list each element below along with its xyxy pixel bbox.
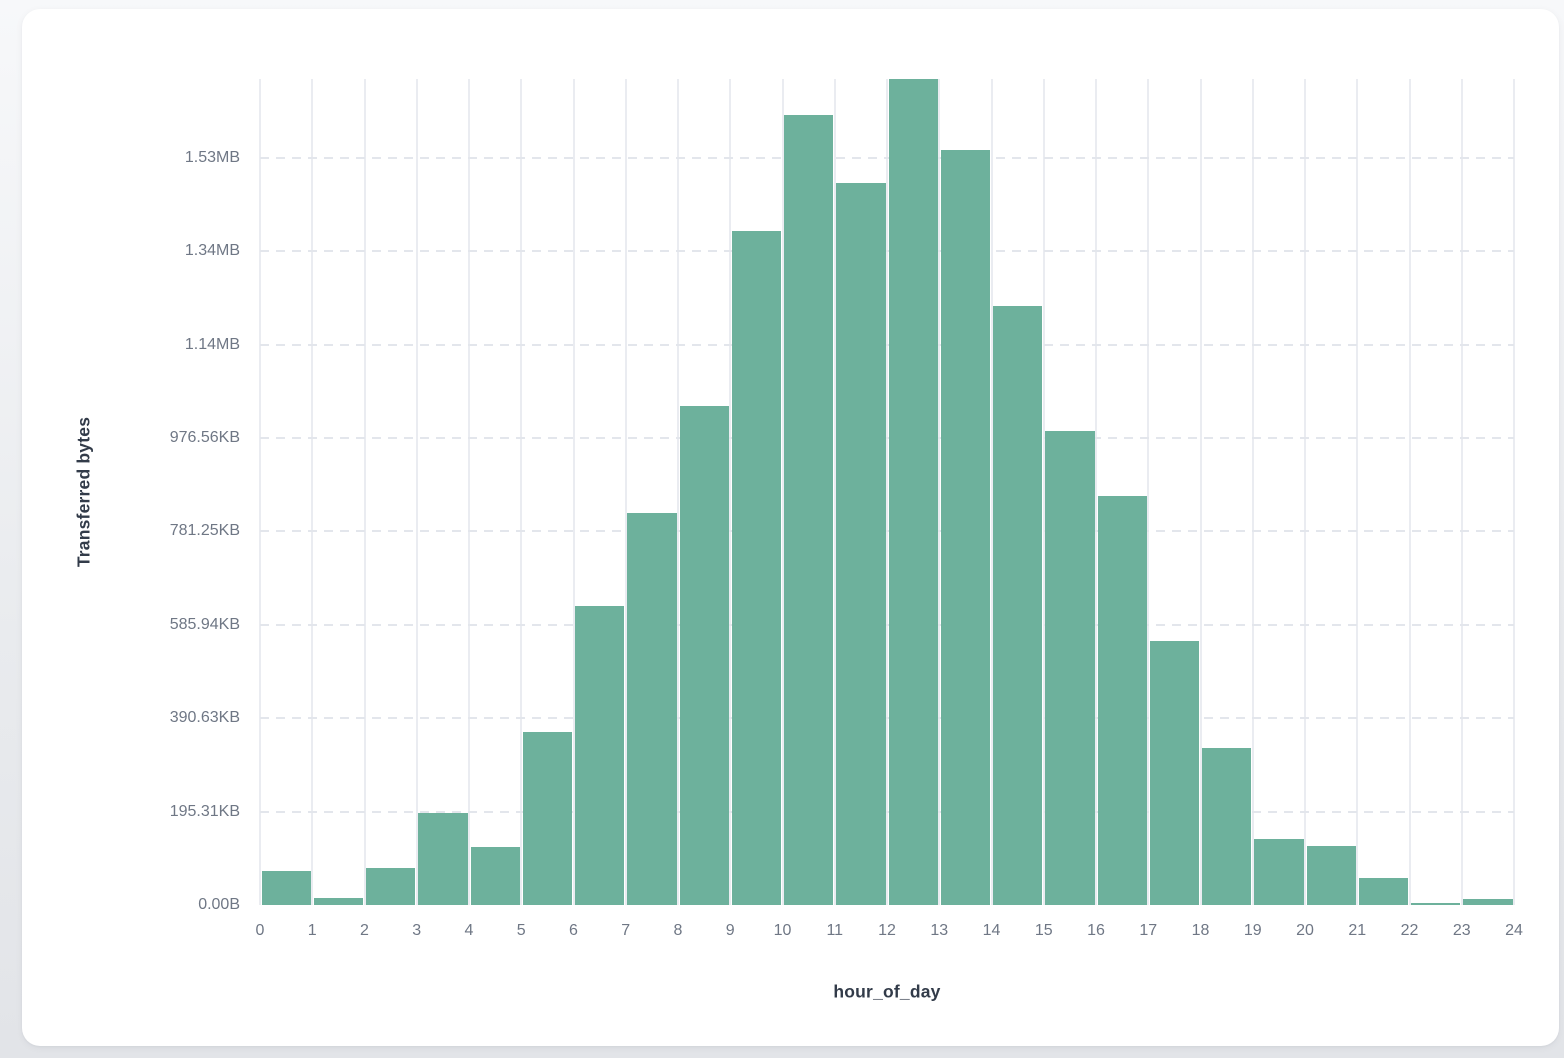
histogram-bar-hour-14[interactable] xyxy=(993,306,1043,905)
histogram-bar-hour-22[interactable] xyxy=(1411,903,1461,905)
histogram-bar-hour-2[interactable] xyxy=(366,868,416,905)
vertical-gridline xyxy=(624,79,627,905)
y-tick-label: 585.94KB xyxy=(169,615,240,633)
vertical-gridline xyxy=(886,79,888,905)
histogram-bar-hour-6[interactable] xyxy=(575,605,625,905)
histogram-bar-hour-16[interactable] xyxy=(1097,495,1147,905)
y-tick-label: 1.14MB xyxy=(184,335,240,353)
x-tick-label: 9 xyxy=(725,922,735,939)
histogram-bar-hour-3[interactable] xyxy=(418,813,468,905)
histogram-bar-hour-9[interactable] xyxy=(731,230,781,905)
vertical-gridline xyxy=(520,79,523,905)
vertical-gridline xyxy=(1147,79,1150,905)
x-tick-label: 19 xyxy=(1243,922,1262,939)
chart-card: Transferred bytes hour_of_day 0.00B 195.3… xyxy=(22,9,1559,1046)
vertical-gridline xyxy=(572,79,575,905)
x-tick-label: 6 xyxy=(569,922,578,939)
vertical-gridline xyxy=(833,79,836,905)
histogram-bar-hour-0[interactable] xyxy=(261,870,311,905)
plot-area: 0.00B 195.31KB 390.63KB 585.94KB 781.25KB 976… xyxy=(170,79,1523,939)
vertical-gridline xyxy=(1513,79,1515,905)
y-axis-title: Transferred bytes xyxy=(73,416,94,568)
x-tick-label: 15 xyxy=(1034,922,1053,939)
vertical-gridline xyxy=(729,79,732,905)
horizontal-gridline xyxy=(260,343,1514,346)
x-tick-label: 12 xyxy=(878,922,896,939)
histogram-bar-hour-7[interactable] xyxy=(627,513,677,905)
vertical-gridline xyxy=(1408,79,1411,905)
vertical-gridline xyxy=(259,79,261,905)
x-tick-label: 11 xyxy=(826,922,844,939)
horizontal-gridline xyxy=(260,717,1514,720)
x-tick-label: 14 xyxy=(982,922,1001,939)
x-axis-title: hour_of_day xyxy=(833,981,941,1002)
vertical-gridline xyxy=(415,79,418,905)
horizontal-gridline xyxy=(260,530,1514,533)
x-tick-label: 21 xyxy=(1348,922,1367,939)
histogram-bar-hour-11[interactable] xyxy=(836,183,886,905)
y-tick-label: 976.56KB xyxy=(169,429,240,447)
y-tick-label: 195.31KB xyxy=(169,802,240,820)
histogram-bar-hour-10[interactable] xyxy=(784,114,834,905)
vertical-gridline xyxy=(677,79,679,905)
x-tick-label: 2 xyxy=(360,922,369,939)
y-tick-label: 781.25KB xyxy=(169,522,240,540)
horizontal-gridline xyxy=(260,623,1514,626)
histogram-bar-hour-23[interactable] xyxy=(1463,898,1513,905)
vertical-gridline xyxy=(468,79,470,905)
histogram-bar-hour-13[interactable] xyxy=(940,150,990,905)
y-tick-label: 1.53MB xyxy=(184,148,240,166)
histogram-bar-hour-21[interactable] xyxy=(1358,877,1408,905)
x-tick-label: 5 xyxy=(516,922,526,939)
vertical-gridline xyxy=(1460,79,1463,905)
vertical-gridline xyxy=(311,79,314,905)
histogram-bar-hour-12[interactable] xyxy=(888,79,938,905)
x-tick-label: 13 xyxy=(930,922,949,939)
x-tick-label: 1 xyxy=(307,922,317,939)
vertical-gridline xyxy=(781,79,784,905)
histogram-bar-hour-4[interactable] xyxy=(470,846,520,905)
vertical-gridline xyxy=(1356,79,1359,905)
horizontal-gridline xyxy=(260,810,1514,813)
vertical-gridline xyxy=(1304,79,1306,905)
histogram-bar-hour-20[interactable] xyxy=(1306,846,1356,905)
x-tick-label: 22 xyxy=(1400,922,1419,939)
x-tick-label: 18 xyxy=(1191,922,1210,939)
vertical-gridline xyxy=(990,79,993,905)
x-tick-label: 16 xyxy=(1087,922,1105,939)
vertical-gridline xyxy=(1095,79,1097,905)
x-tick-label: 23 xyxy=(1452,922,1471,939)
y-tick-label: 390.63KB xyxy=(169,709,240,727)
x-tick-label: 4 xyxy=(464,922,474,939)
vertical-gridline xyxy=(363,79,366,905)
y-tick-label: 0.00B xyxy=(198,896,240,913)
horizontal-gridline xyxy=(260,250,1514,253)
x-tick-label: 17 xyxy=(1139,922,1158,939)
x-tick-label: 8 xyxy=(673,922,683,939)
histogram-bar-hour-1[interactable] xyxy=(313,898,363,905)
histogram-bar-hour-15[interactable] xyxy=(1045,430,1095,905)
x-tick-label: 24 xyxy=(1505,922,1523,939)
vertical-gridline xyxy=(1199,79,1202,905)
x-tick-label: 3 xyxy=(412,922,422,939)
x-tick-label: 7 xyxy=(621,922,631,939)
x-tick-label: 0 xyxy=(255,922,265,939)
horizontal-gridline xyxy=(260,437,1514,440)
histogram-bar-hour-5[interactable] xyxy=(522,731,572,905)
vertical-gridline xyxy=(938,79,941,905)
vertical-gridline xyxy=(1251,79,1254,905)
histogram-bar-hour-8[interactable] xyxy=(679,405,729,905)
vertical-gridline xyxy=(1042,79,1045,905)
histogram-bar-hour-17[interactable] xyxy=(1149,640,1199,905)
x-tick-label: 10 xyxy=(773,922,792,939)
histogram-bar-hour-19[interactable] xyxy=(1254,839,1304,905)
histogram-bar-hour-18[interactable] xyxy=(1202,748,1252,905)
horizontal-gridline xyxy=(260,156,1514,159)
y-tick-label: 1.34MB xyxy=(184,242,240,260)
x-tick-label: 20 xyxy=(1296,922,1314,939)
